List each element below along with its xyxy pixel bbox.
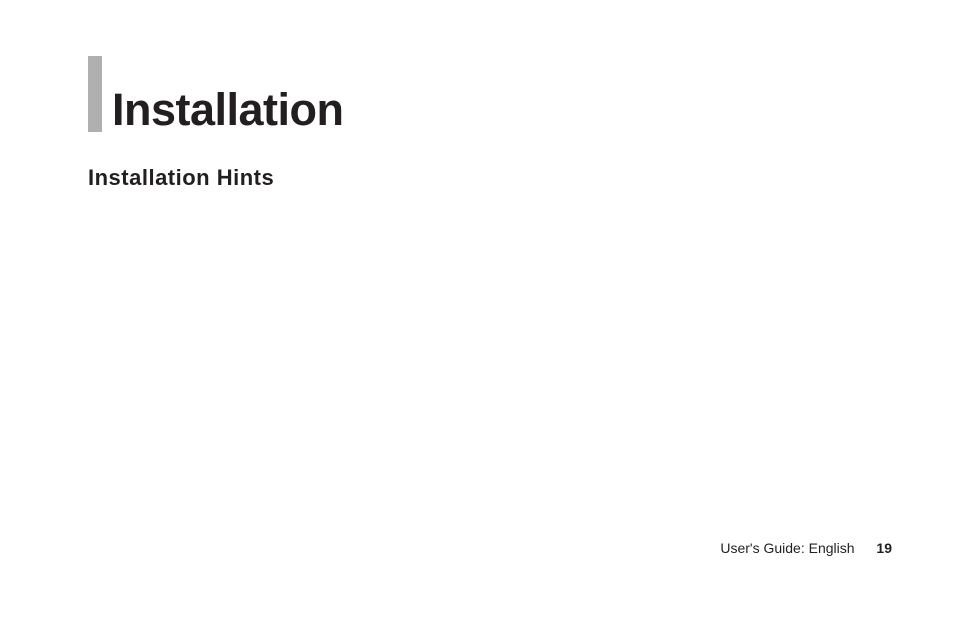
footer-text: User's Guide: English: [720, 540, 854, 556]
page-footer: User's Guide: English 19: [720, 540, 892, 556]
page-number: 19: [876, 540, 892, 556]
chapter-title: Installation: [112, 84, 344, 136]
chapter-accent-bar: [88, 56, 102, 132]
section-heading: Installation Hints: [88, 165, 274, 191]
